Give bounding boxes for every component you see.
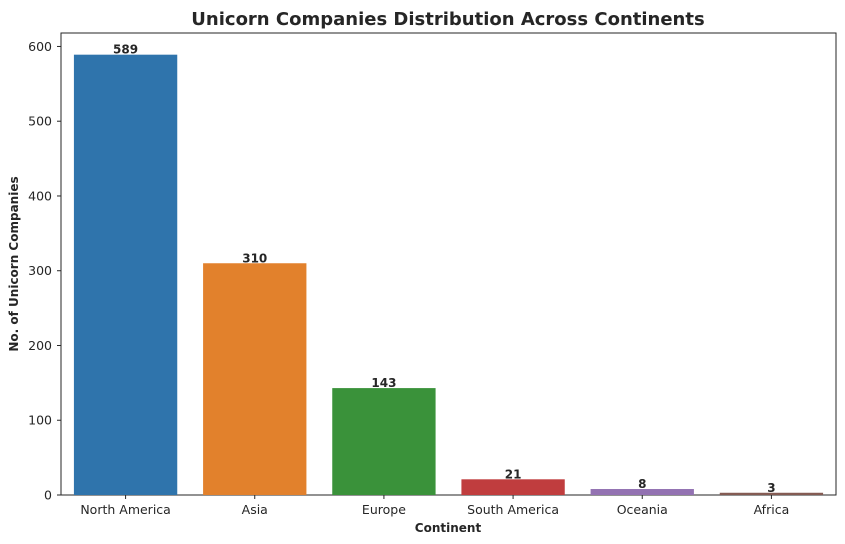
y-tick-label-600: 600 — [28, 39, 52, 54]
y-tick-label-300: 300 — [28, 263, 52, 278]
bar-europe — [332, 388, 436, 495]
bar-asia — [203, 263, 307, 495]
data-label-europe: 143 — [371, 376, 396, 390]
y-tick-label-200: 200 — [28, 338, 52, 353]
data-label-africa: 3 — [767, 481, 775, 495]
data-label-oceania: 8 — [638, 477, 646, 491]
bars-group — [73, 54, 824, 495]
bar-oceania — [590, 489, 694, 495]
data-labels-group: 589 310 143 21 8 3 — [113, 43, 776, 495]
x-tick-label-europe: Europe — [362, 502, 406, 517]
y-tick-label-500: 500 — [28, 114, 52, 129]
y-tick-label-0: 0 — [44, 488, 52, 503]
x-axis: North America Asia Europe South America Ocea… — [80, 495, 789, 517]
bar-north-america — [73, 54, 178, 495]
x-axis-label: Continent — [415, 521, 482, 535]
x-tick-label-north-america: North America — [80, 502, 171, 517]
x-tick-label-oceania: Oceania — [617, 502, 668, 517]
bar-south-america — [461, 479, 565, 495]
y-axis: 0 100 200 300 400 500 600 — [28, 39, 61, 503]
x-tick-label-africa: Africa — [754, 502, 790, 517]
plot-area — [60, 32, 837, 496]
chart-title: Unicorn Companies Distribution Across Co… — [191, 9, 704, 30]
y-axis-label: No. of Unicorn Companies — [7, 176, 21, 351]
x-tick-label-asia: Asia — [242, 502, 268, 517]
y-tick-label-400: 400 — [28, 188, 52, 203]
bar-africa — [719, 492, 824, 495]
data-label-asia: 310 — [242, 251, 267, 265]
data-label-north-america: 589 — [113, 43, 138, 57]
y-tick-label-100: 100 — [28, 413, 52, 428]
data-label-south-america: 21 — [505, 467, 522, 481]
x-tick-label-south-america: South America — [467, 502, 559, 517]
